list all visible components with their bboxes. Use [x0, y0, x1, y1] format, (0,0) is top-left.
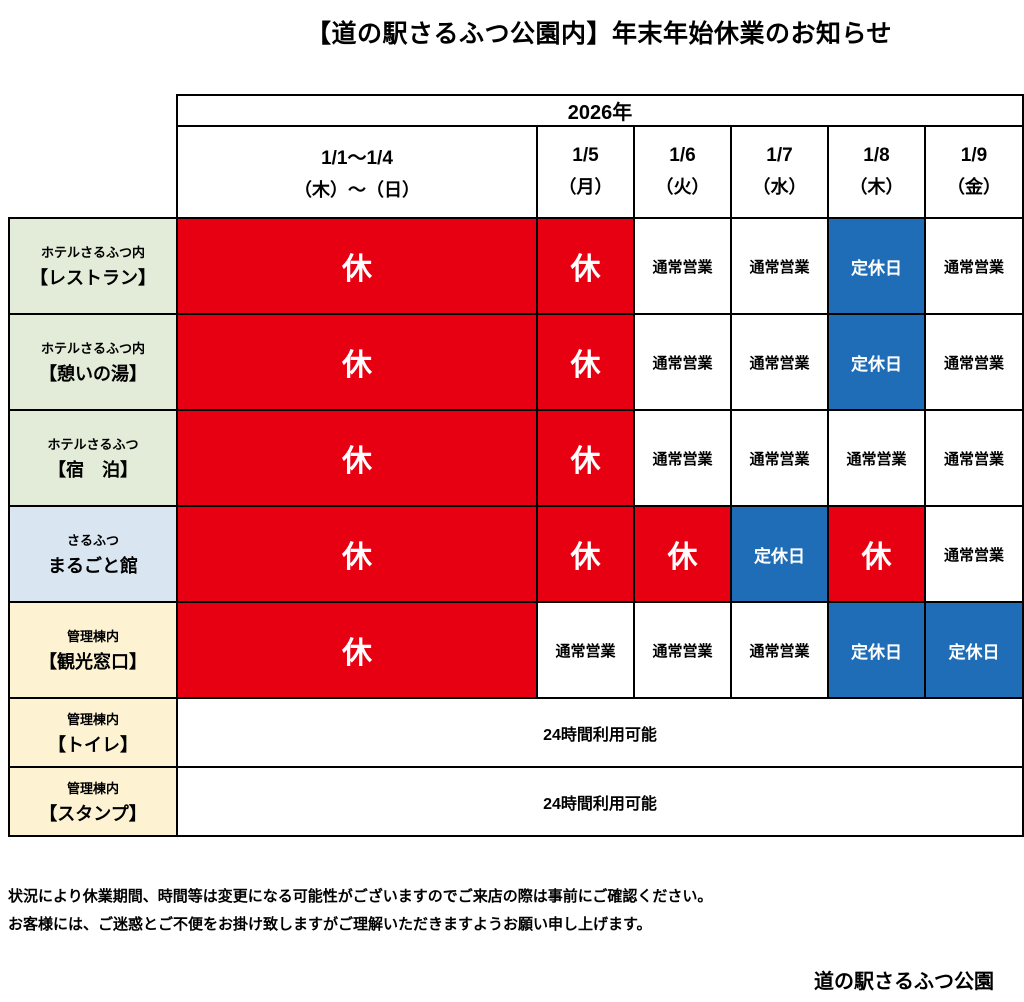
status-cell-holiday: 定休日 — [827, 313, 926, 411]
status-cell-open: 通常営業 — [633, 217, 732, 315]
status-cell-open: 通常営業 — [536, 601, 635, 699]
facility-row: ホテルさるふつ内 【憩いの湯】休休通常営業 通常営業 定休日 通常営業 — [8, 313, 1024, 411]
status-cell-open: 通常営業 — [633, 601, 732, 699]
organization-signature: 道の駅さるふつ公園 — [814, 970, 994, 993]
footer-note-line: お客様には、ご迷惑とご不便をお掛け致しますがご理解いただきますようお願い申し上げ… — [8, 915, 652, 933]
facility-row: さるふつ まるごと館休休休定休日休通常営業 — [8, 505, 1024, 603]
date-label: 1/5 — [572, 145, 599, 166]
status-cell-open: 通常営業 — [923, 313, 1024, 411]
status-cell-closed: 休 — [536, 217, 635, 315]
date-label: 1/6 — [669, 145, 696, 166]
status-cell-allday: 24時間利用可能 — [175, 697, 1024, 768]
footer-note-line: 状況により休業期間、時間等は変更になる可能性がございますのでご来店の際は事前にご… — [8, 888, 713, 905]
facility-name-line2: 【スタンプ】 — [39, 803, 147, 824]
facility-row: ホテルさるふつ内 【レストラン】休休通常営業 通常営業 定休日 通常営業 — [8, 217, 1024, 315]
status-cell-open: 通常営業 — [633, 313, 732, 411]
facility-row: 管理棟内 【観光窓口】休通常営業 通常営業 通常営業 定休日 定休日 — [8, 601, 1024, 699]
status-cell-holiday: 定休日 — [827, 601, 926, 699]
status-cell-allday: 24時間利用可能 — [175, 766, 1024, 837]
status-cell-closed: 休 — [536, 313, 635, 411]
status-cell-closed: 休 — [176, 217, 538, 315]
weekday-label: （月） — [558, 177, 613, 197]
weekday-label: （木） — [849, 177, 904, 197]
status-cell-open: 通常営業 — [923, 217, 1024, 315]
date-column-header: 1/7 （水） — [730, 125, 829, 219]
corner-spacer — [9, 126, 177, 218]
facility-name-header: 管理棟内【観光窓口】 — [8, 601, 178, 699]
facility-name-header: さるふつ まるごと館 — [8, 505, 178, 603]
status-cell-holiday: 定休日 — [827, 217, 926, 315]
status-cell-closed: 休 — [176, 601, 538, 699]
status-cell-open: 通常営業 — [923, 505, 1024, 603]
facility-name-header: 管理棟内 【トイレ】 — [8, 697, 178, 768]
facility-name-header: ホテルさるふつ内【レストラン】 — [8, 217, 178, 315]
status-cell-open: 通常営業 — [730, 217, 829, 315]
closure-schedule-table: 2026年 1/1～1/4 （木）～（日） 1/5 （月） 1/6 （火） 1/7 （水） 1/… — [8, 94, 1024, 837]
weekday-label: （火） — [655, 177, 710, 197]
status-cell-closed: 休 — [827, 505, 926, 603]
footer-notes: 状況により休業期間、時間等は変更になる可能性がございますのでご来店の際は事前にご… — [8, 883, 1024, 939]
status-cell-open: 通常営業 — [633, 409, 732, 507]
facility-name-header: ホテルさるふつ内【憩いの湯】 — [8, 313, 178, 411]
facility-name-line2: 【トイレ】 — [48, 734, 138, 755]
date-column-header: 1/1～1/4 （木）～（日） — [176, 125, 538, 219]
status-cell-open: 通常営業 — [923, 409, 1024, 507]
status-cell-open: 通常営業 — [730, 409, 829, 507]
date-column-header: 1/9 （金） — [923, 125, 1024, 219]
facility-name-line1: ホテルさるふつ — [47, 437, 139, 452]
facility-name-line2: まるごと館 — [48, 556, 138, 576]
status-cell-closed: 休 — [536, 505, 635, 603]
facility-name-line1: 管理棟内 — [66, 711, 119, 727]
facility-row: 管理棟内 【スタンプ】 24時間利用可能 — [8, 766, 1024, 837]
weekday-label: （水） — [752, 177, 807, 197]
facility-name-line2: 【憩いの湯】 — [39, 364, 147, 384]
facility-row: ホテルさるふつ 【宿 泊】休休通常営業 通常営業 通常営業 通常営業 — [8, 409, 1024, 507]
facility-name-line2: 【宿 泊】 — [48, 460, 138, 480]
facility-name-header: 管理棟内【スタンプ】 — [8, 766, 178, 837]
date-column-header: 1/5 （月） — [536, 125, 635, 219]
status-cell-closed: 休 — [176, 313, 538, 411]
date-label: 1/1～1/4 — [321, 147, 393, 169]
status-cell-closed: 休 — [176, 409, 538, 507]
status-cell-closed: 休 — [536, 409, 635, 507]
date-column-header: 1/6 （火） — [633, 125, 732, 219]
facility-name-line1: さるふつ — [66, 533, 119, 548]
year-header: 2026年 — [175, 94, 1024, 127]
status-cell-closed: 休 — [633, 505, 732, 603]
date-column-header: 1/8 （木） — [827, 125, 926, 219]
facility-name-line1: 管理棟内 — [66, 629, 119, 644]
facility-name-line1: ホテルさるふつ内 — [40, 341, 145, 356]
status-cell-holiday: 定休日 — [730, 505, 829, 603]
status-cell-open: 通常営業 — [827, 409, 926, 507]
page-title: 【道の駅さるふつ公園内】年末年始休業のお知らせ — [305, 20, 892, 48]
facility-name-line1: 管理棟内 — [66, 780, 119, 796]
date-label: 1/8 — [863, 145, 890, 166]
date-label: 1/9 — [960, 145, 988, 166]
status-cell-open: 通常営業 — [730, 313, 829, 411]
weekday-label: （木）～（日） — [294, 179, 420, 200]
facility-name-line2: 【レストラン】 — [30, 268, 156, 288]
date-label: 1/7 — [766, 145, 793, 166]
status-cell-open: 通常営業 — [730, 601, 829, 699]
date-header-row: 1/1～1/4 （木）～（日） 1/5 （月） 1/6 （火） 1/7 （水） 1/8 （木） 1/… — [9, 125, 1024, 219]
status-cell-closed: 休 — [176, 505, 538, 603]
facility-row: 管理棟内 【トイレ】 24時間利用可能 — [8, 697, 1024, 768]
status-cell-holiday: 定休日 — [923, 601, 1024, 699]
facility-name-line2: 【観光窓口】 — [39, 652, 147, 672]
corner-spacer — [9, 95, 177, 126]
weekday-label: （金） — [947, 177, 1002, 197]
year-header-row: 2026年 — [9, 94, 1024, 127]
facility-name-header: ホテルさるふつ【宿 泊】 — [8, 409, 178, 507]
facility-name-line1: ホテルさるふつ内 — [40, 245, 145, 260]
